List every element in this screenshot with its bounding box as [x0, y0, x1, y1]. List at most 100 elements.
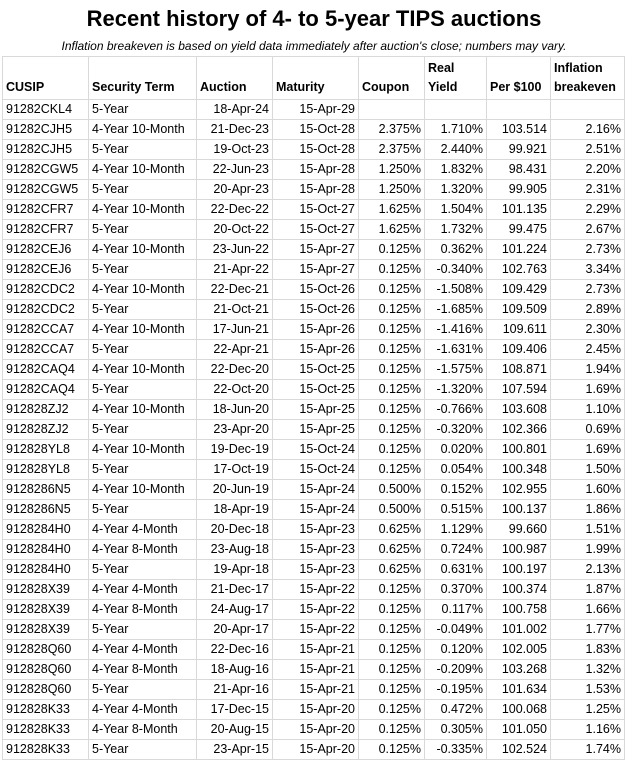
table-cell: 22-Oct-20 — [196, 379, 273, 400]
table-cell: 15-Oct-26 — [272, 299, 359, 320]
table-cell: 5-Year — [88, 299, 197, 320]
table-cell: 15-Apr-22 — [272, 599, 359, 620]
table-cell: 20-Jun-19 — [196, 479, 273, 500]
table-cell: 912828K33 — [2, 699, 89, 720]
table-cell: 912828ZJ2 — [2, 399, 89, 420]
table-cell: 5-Year — [88, 619, 197, 640]
table-cell: 103.268 — [486, 659, 551, 680]
table-cell: 0.125% — [358, 419, 425, 440]
table-cell: 18-Aug-16 — [196, 659, 273, 680]
table-row: 912828ZJ2 5-Year 23-Apr-20 15-Apr-25 0.125% -… — [2, 419, 625, 440]
table-cell: 102.955 — [486, 479, 551, 500]
table-cell: -0.209% — [424, 659, 487, 680]
table-row: 9128284H0 4-Year 8-Month 23-Aug-18 15-Apr-2… — [2, 539, 625, 560]
table-cell: 2.29% — [550, 199, 625, 220]
table-cell: 4-Year 10-Month — [88, 359, 197, 380]
table-cell: -1.631% — [424, 339, 487, 360]
table-cell: 15-Apr-22 — [272, 619, 359, 640]
table-cell: 91282CFR7 — [2, 199, 89, 220]
table-cell: 1.504% — [424, 199, 487, 220]
table-cell: -0.195% — [424, 679, 487, 700]
table-cell: 17-Dec-15 — [196, 699, 273, 720]
table-row: 912828K33 4-Year 4-Month 17-Dec-15 15-Apr-2… — [2, 699, 625, 720]
table-cell: 0.724% — [424, 539, 487, 560]
table-cell: 99.921 — [486, 139, 551, 160]
table-cell: 15-Apr-23 — [272, 539, 359, 560]
table-row: 91282CGW5 5-Year 20-Apr-23 15-Apr-28 1.250% 1… — [2, 179, 625, 200]
subtitle: Inflation breakeven is based on yield da… — [61, 39, 567, 53]
table-cell: 1.710% — [424, 119, 487, 140]
table-cell: 5-Year — [88, 139, 197, 160]
table-cell: 18-Apr-19 — [196, 499, 273, 520]
empty-cell — [424, 99, 487, 120]
table-cell: 912828Q60 — [2, 679, 89, 700]
table-cell: 15-Apr-26 — [272, 319, 359, 340]
table-cell: 5-Year — [88, 99, 197, 120]
table-cell: 24-Aug-17 — [196, 599, 273, 620]
table-cell: 19-Oct-23 — [196, 139, 273, 160]
table-cell: 4-Year 10-Month — [88, 159, 197, 180]
table-cell: 109.611 — [486, 319, 551, 340]
table-cell: 91282CEJ6 — [2, 239, 89, 260]
table-cell: 912828X39 — [2, 599, 89, 620]
table-cell: 4-Year 8-Month — [88, 719, 197, 740]
table-cell: 15-Apr-20 — [272, 739, 359, 760]
table-cell: 100.068 — [486, 699, 551, 720]
table-cell: 21-Dec-23 — [196, 119, 273, 140]
table-cell: 5-Year — [88, 499, 197, 520]
table-row: 912828X39 4-Year 4-Month 21-Dec-17 15-Apr-2… — [2, 579, 625, 600]
table-cell: 22-Dec-16 — [196, 639, 273, 660]
table-cell: 101.634 — [486, 679, 551, 700]
table-cell: 2.89% — [550, 299, 625, 320]
table-row: 91282CAQ4 4-Year 10-Month 22-Dec-20 15-Oct-… — [2, 359, 625, 380]
table-cell: 5-Year — [88, 179, 197, 200]
table-cell: 4-Year 10-Month — [88, 199, 197, 220]
table-cell: 91282CGW5 — [2, 159, 89, 180]
table-cell: 4-Year 4-Month — [88, 639, 197, 660]
table-cell: 15-Oct-27 — [272, 219, 359, 240]
table-cell: 15-Oct-24 — [272, 439, 359, 460]
table-cell: 100.348 — [486, 459, 551, 480]
table-cell: 1.53% — [550, 679, 625, 700]
table-cell: 2.16% — [550, 119, 625, 140]
column-header: Per $100 — [486, 56, 551, 100]
table-cell: 4-Year 10-Month — [88, 439, 197, 460]
table-cell: 15-Apr-25 — [272, 419, 359, 440]
table-cell: 23-Aug-18 — [196, 539, 273, 560]
table-cell: 101.050 — [486, 719, 551, 740]
table-cell: -1.320% — [424, 379, 487, 400]
table-cell: 0.125% — [358, 299, 425, 320]
table-row: 9128286N5 4-Year 10-Month 20-Jun-19 15-Apr-… — [2, 479, 625, 500]
table-cell: 23-Apr-15 — [196, 739, 273, 760]
table-cell: 17-Oct-19 — [196, 459, 273, 480]
table-cell: 20-Oct-22 — [196, 219, 273, 240]
table-cell: 4-Year 4-Month — [88, 699, 197, 720]
table-cell: 4-Year 10-Month — [88, 239, 197, 260]
table-cell: 102.005 — [486, 639, 551, 660]
table-cell: -0.049% — [424, 619, 487, 640]
table-cell: 15-Apr-21 — [272, 679, 359, 700]
table-cell: 15-Apr-27 — [272, 259, 359, 280]
table-cell: 0.125% — [358, 459, 425, 480]
table-cell: 0.125% — [358, 319, 425, 340]
table-row: 912828YL8 4-Year 10-Month 19-Dec-19 15-Oct-… — [2, 439, 625, 460]
table-cell: 0.472% — [424, 699, 487, 720]
table-cell: 912828X39 — [2, 579, 89, 600]
table-row: 912828K33 5-Year 23-Apr-15 15-Apr-20 0.125% -… — [2, 739, 625, 760]
table-cell: 0.125% — [358, 259, 425, 280]
table-cell: 103.608 — [486, 399, 551, 420]
table-cell: 100.758 — [486, 599, 551, 620]
table-cell: 22-Dec-20 — [196, 359, 273, 380]
table-cell: -0.335% — [424, 739, 487, 760]
table-cell: 5-Year — [88, 419, 197, 440]
table-cell: -1.575% — [424, 359, 487, 380]
table-cell: 4-Year 10-Month — [88, 119, 197, 140]
table-cell: 9128284H0 — [2, 559, 89, 580]
table-cell: 99.905 — [486, 179, 551, 200]
table-cell: 2.73% — [550, 239, 625, 260]
table-row: 912828ZJ2 4-Year 10-Month 18-Jun-20 15-Apr-… — [2, 399, 625, 420]
table-cell: 0.625% — [358, 539, 425, 560]
table-cell: 0.370% — [424, 579, 487, 600]
table-cell: 1.32% — [550, 659, 625, 680]
table-cell: 5-Year — [88, 559, 197, 580]
